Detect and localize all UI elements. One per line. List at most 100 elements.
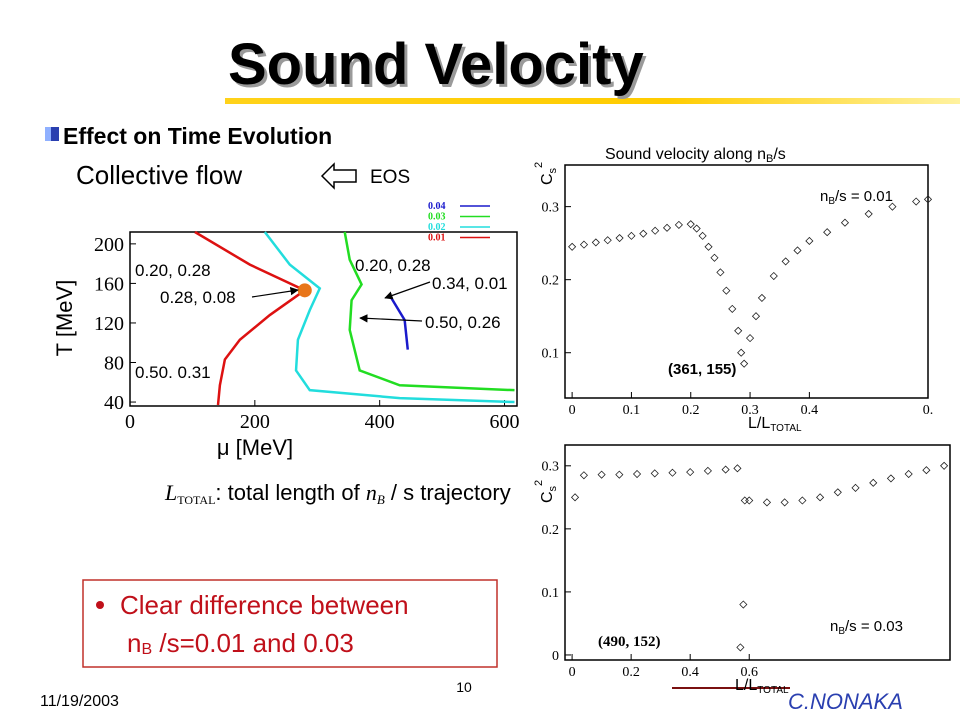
flow-left: Collective flow	[76, 160, 242, 190]
legend-label: 0.01	[428, 233, 446, 244]
title-rule	[225, 98, 960, 104]
data-point	[632, 469, 642, 479]
curve-label: nB/s = 0.01	[820, 188, 893, 207]
plot-frame	[564, 164, 929, 399]
y-tick-label: 200	[94, 234, 124, 256]
bullet-icon-shade	[45, 127, 51, 141]
data-point	[721, 465, 730, 474]
annotation-arrow	[251, 286, 299, 298]
data-point	[851, 483, 860, 492]
data-point	[769, 271, 778, 281]
footer-date: 11/19/2003	[40, 693, 119, 710]
annotation: 0.50. 0.31	[135, 363, 211, 382]
y-axis-label-part: 2	[533, 480, 545, 486]
y-tick-label: 80	[104, 353, 124, 375]
y-tick-label: 0.1	[542, 347, 560, 362]
y-axis-label-part: C	[539, 491, 556, 503]
x-tick-label: 0.4	[681, 665, 699, 680]
curve	[263, 231, 515, 404]
annotation-arrow	[359, 314, 423, 323]
x-axis-label: L/LTOTAL	[748, 415, 802, 434]
y-tick-label: 0.3	[542, 460, 560, 475]
x-axis-label-part: TOTAL	[757, 685, 789, 696]
formula-text: : total length of	[215, 480, 365, 505]
data-point	[736, 643, 745, 652]
x-tick-label: 0.	[923, 403, 934, 418]
data-point	[912, 197, 921, 206]
data-point	[781, 257, 790, 266]
data-point	[940, 461, 949, 470]
data-point	[737, 348, 746, 357]
x-axis-label-part: L/L	[735, 677, 757, 694]
y-tick-label: 160	[94, 273, 124, 295]
y-tick-label: 0.2	[542, 274, 560, 289]
data-point	[716, 268, 725, 277]
y-axis-label-part: 2	[533, 162, 545, 168]
formula-rest: / s trajectory	[385, 480, 511, 505]
formula-n: n	[366, 480, 377, 505]
flow-right: EOS	[370, 167, 410, 188]
annotation: 0.28, 0.08	[160, 288, 236, 307]
data-point	[603, 236, 612, 245]
data-point	[757, 293, 766, 302]
data-point	[739, 600, 748, 609]
legend-label: 0.04	[428, 201, 446, 212]
data-point	[650, 469, 659, 478]
data-point	[904, 469, 913, 479]
data-point	[805, 236, 814, 246]
data-point	[710, 253, 719, 262]
right-top-title: Sound velocity along nB/s	[605, 146, 786, 165]
x-tick-label: 0.3	[741, 403, 759, 418]
data-point	[686, 220, 695, 229]
data-point	[615, 233, 624, 243]
data-point	[651, 226, 660, 235]
curve-label-part: B	[838, 626, 845, 637]
curve-label-part: B	[828, 196, 835, 207]
x-axis-label-part: TOTAL	[770, 423, 802, 434]
callout-n-sub: B	[141, 641, 152, 658]
callout-line1: Clear difference between	[120, 590, 409, 620]
data-point	[740, 359, 749, 368]
formula-n-sub: B	[377, 492, 385, 507]
x-tick-label: 0.6	[740, 665, 758, 680]
x-axis-label: L/LTOTAL	[735, 677, 789, 696]
data-point	[886, 474, 896, 483]
x-axis-label-part: L/L	[748, 415, 770, 432]
data-point	[762, 498, 772, 507]
data-point	[597, 470, 606, 479]
annotation: 0.20, 0.28	[355, 256, 431, 275]
data-point	[780, 498, 789, 507]
highlight-point	[297, 283, 312, 298]
y-tick-label: 0.3	[542, 201, 560, 216]
data-point	[751, 312, 761, 321]
data-point	[793, 246, 802, 255]
title-sub: B	[766, 153, 773, 165]
x-tick-label: 0.4	[801, 403, 819, 418]
data-point	[745, 334, 755, 343]
data-point	[662, 223, 672, 232]
data-point	[728, 304, 737, 313]
annotation-arrow	[384, 281, 431, 300]
formula-l: L	[164, 480, 177, 505]
data-point	[869, 478, 878, 487]
data-point	[591, 238, 600, 247]
data-point	[798, 496, 807, 505]
y-tick-label: 0.2	[542, 523, 560, 538]
data-point	[923, 195, 933, 204]
title-text: Sound velocity along n	[605, 146, 766, 163]
data-point	[722, 286, 731, 295]
data-point	[833, 488, 842, 497]
data-point	[692, 224, 701, 233]
annotation: 0.20, 0.28	[135, 261, 211, 280]
y-axis-label-part: s	[547, 485, 559, 491]
annotation: 0.34, 0.01	[432, 274, 508, 293]
data-point	[674, 220, 683, 229]
data-point	[668, 468, 677, 477]
y-axis-label-part: C	[539, 173, 556, 185]
data-point	[570, 493, 580, 502]
curve-label-part: n	[820, 188, 828, 205]
legend-label: 0.02	[428, 222, 446, 233]
data-point	[615, 470, 624, 479]
data-point	[840, 218, 850, 227]
